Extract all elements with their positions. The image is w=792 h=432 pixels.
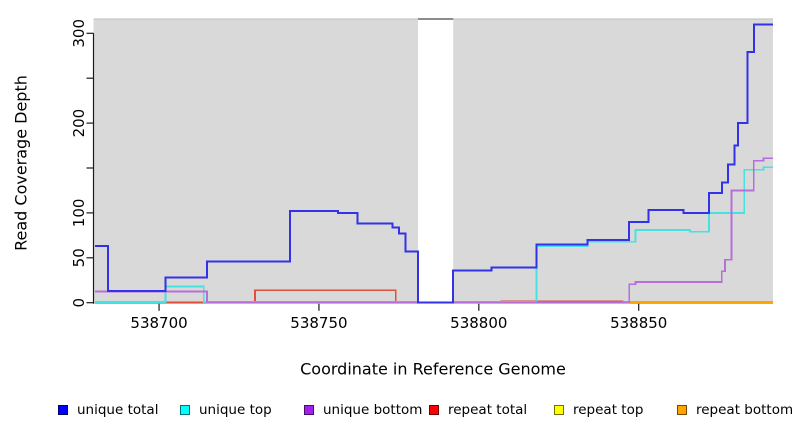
y-tick-label: 100	[70, 199, 88, 228]
y-axis-title: Read Coverage Depth	[11, 75, 31, 251]
y-tick-label: 300	[70, 19, 88, 48]
x-tick-label: 538700	[130, 314, 187, 332]
x-axis-title: Coordinate in Reference Genome	[300, 359, 566, 379]
y-tick-label: 0	[70, 298, 88, 308]
y-tick-label: 50	[70, 248, 88, 267]
x-tick-label: 538800	[450, 314, 507, 332]
x-tick-label: 538750	[290, 314, 347, 332]
x-tick-label: 538850	[610, 314, 667, 332]
series-unique-total	[95, 23, 773, 304]
y-tick-label: 200	[70, 109, 88, 138]
series-unique-bottom	[95, 157, 773, 304]
no-data-gap-band	[418, 19, 454, 304]
series-unique-top	[95, 166, 773, 303]
